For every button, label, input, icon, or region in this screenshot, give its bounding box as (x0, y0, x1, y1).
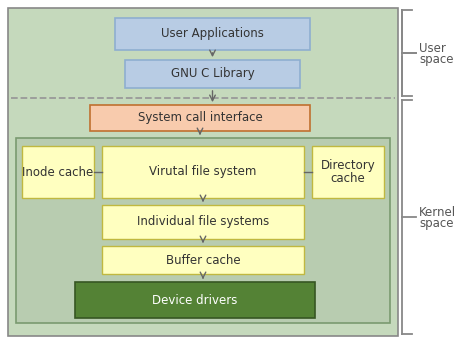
FancyBboxPatch shape (16, 138, 390, 323)
Text: Individual file systems: Individual file systems (137, 216, 269, 228)
Text: cache: cache (331, 171, 365, 185)
Text: Virutal file system: Virutal file system (149, 166, 257, 178)
FancyBboxPatch shape (115, 18, 310, 50)
Text: Buffer cache: Buffer cache (166, 254, 240, 266)
Text: space: space (419, 53, 454, 67)
FancyBboxPatch shape (102, 246, 304, 274)
Text: System call interface: System call interface (137, 111, 263, 125)
FancyBboxPatch shape (8, 8, 398, 336)
Text: User Applications: User Applications (161, 28, 264, 40)
FancyBboxPatch shape (102, 205, 304, 239)
Text: space: space (419, 217, 454, 230)
FancyBboxPatch shape (125, 60, 300, 88)
FancyBboxPatch shape (312, 146, 384, 198)
FancyBboxPatch shape (90, 105, 310, 131)
Text: Device drivers: Device drivers (152, 294, 237, 306)
Text: Inode cache: Inode cache (22, 166, 94, 178)
Text: User: User (419, 41, 446, 55)
FancyBboxPatch shape (102, 146, 304, 198)
Text: Directory: Directory (320, 159, 375, 172)
FancyBboxPatch shape (22, 146, 94, 198)
Text: GNU C Library: GNU C Library (171, 68, 255, 80)
Text: Kernel: Kernel (419, 206, 456, 218)
FancyBboxPatch shape (75, 282, 315, 318)
